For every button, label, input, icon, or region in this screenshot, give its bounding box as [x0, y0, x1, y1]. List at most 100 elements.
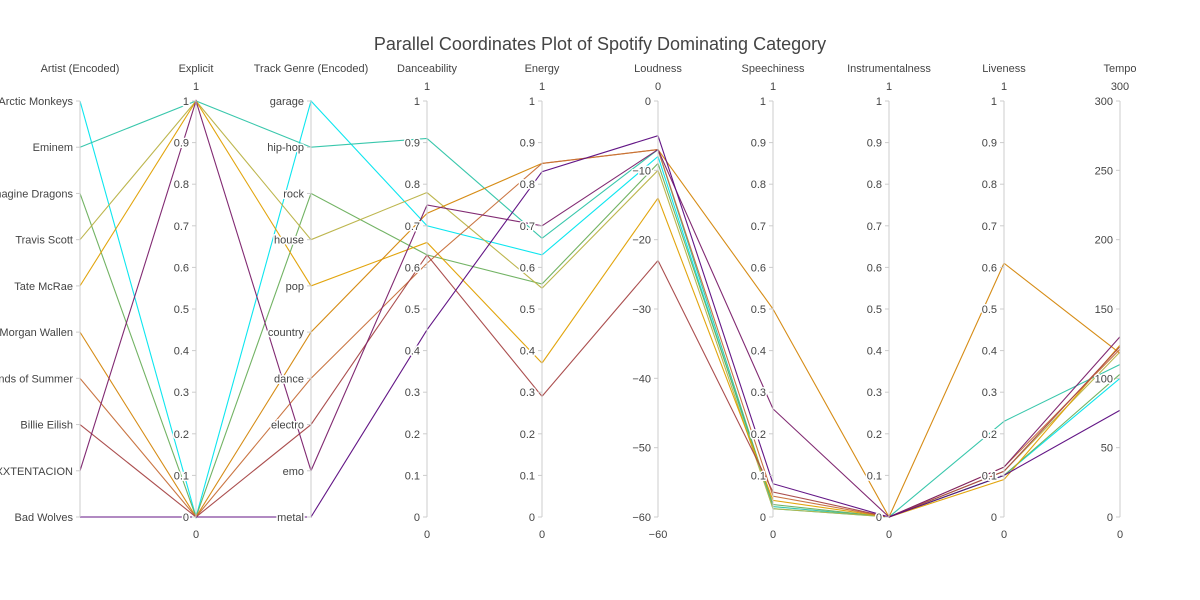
series-line-4: [79, 99, 1121, 518]
tick-label-artist: Morgan Wallen: [0, 327, 73, 339]
axis-min-label-tempo: 0: [1117, 529, 1123, 541]
tick-label-liveness: 1: [991, 96, 997, 108]
tick-label-explicit: 0.6: [174, 262, 189, 274]
axis-energy: Energy 0 0.1 0.2 0.3 0.4 0.5 0.6 0.7 0.8 0.9 11 0: [518, 63, 560, 541]
tick-label-speechiness: 0.3: [751, 387, 766, 399]
tick-label-explicit: 0.7: [174, 221, 189, 233]
series-line-2: [79, 162, 1121, 519]
tick-label-speechiness: 0.9: [751, 138, 766, 150]
tick-label-explicit: 0.5: [174, 304, 189, 316]
tick-label-genre: pop: [286, 281, 304, 293]
tick-label-tempo: 300: [1095, 96, 1113, 108]
tick-label-speechiness: 0.5: [751, 304, 766, 316]
tick-label-artist: Billie Eilish: [20, 420, 73, 432]
axis-instrumentalness: Instrumentalness 0 0.1 0.2 0.3 0.4 0.5 0.6 0.7 0.…: [847, 63, 931, 541]
tick-label-speechiness: 0.2: [751, 429, 766, 441]
tick-label-instrumentalness: 0.5: [867, 304, 882, 316]
axis-max-label-liveness: 1: [1001, 81, 1007, 93]
tick-label-instrumentalness: 0.8: [867, 179, 882, 191]
tick-label-liveness: 0.2: [982, 429, 997, 441]
series-line-6: [79, 148, 1121, 518]
tick-label-instrumentalness: 0.6: [867, 262, 882, 274]
axis-title-instrumentalness: Instrumentalness: [847, 63, 931, 75]
tick-label-tempo: 50: [1101, 443, 1113, 455]
axis-max-label-speechiness: 1: [770, 81, 776, 93]
axis-artist: Artist (Encoded) Bad Wolves XXXTENTACION Bi…: [0, 63, 119, 526]
tick-label-liveness: 0.3: [982, 387, 997, 399]
tick-label-liveness: 0.7: [982, 221, 997, 233]
tick-label-genre: hip-hop: [267, 142, 304, 154]
tick-label-artist: Travis Scott: [15, 235, 73, 247]
tick-label-genre: emo: [283, 466, 304, 478]
tick-label-energy: 0.9: [520, 138, 535, 150]
axis-title-speechiness: Speechiness: [742, 63, 805, 75]
tick-label-instrumentalness: 0.7: [867, 221, 882, 233]
tick-label-danceability: 0.3: [405, 387, 420, 399]
tick-label-danceability: 0.7: [405, 221, 420, 233]
tick-label-instrumentalness: 0.1: [867, 470, 882, 482]
tick-label-liveness: 0.5: [982, 304, 997, 316]
axis-min-label-danceability: 0: [424, 529, 430, 541]
axis-min-label-energy: 0: [539, 529, 545, 541]
series-lines: [79, 99, 1121, 520]
axis-title-loudness: Loudness: [634, 63, 682, 75]
axis-genre: Track Genre (Encoded) metal emo electro danc…: [254, 63, 369, 526]
tick-label-artist: Imagine Dragons: [0, 188, 73, 200]
tick-label-liveness: 0.9: [982, 138, 997, 150]
tick-label-loudness: −10: [632, 165, 651, 177]
tick-label-loudness: −40: [632, 373, 651, 385]
tick-label-speechiness: 0.1: [751, 470, 766, 482]
tick-label-genre: house: [274, 235, 304, 247]
axis-max-label-danceability: 1: [424, 81, 430, 93]
tick-label-genre: garage: [270, 96, 304, 108]
axis-explicit: Explicit 0 0.1 0.2 0.3 0.4 0.5 0.6 0.7 0.8 0.9 11 0: [172, 63, 213, 541]
tick-label-tempo: 150: [1095, 304, 1113, 316]
tick-label-speechiness: 0.4: [751, 346, 766, 358]
tick-label-explicit: 1: [183, 96, 189, 108]
tick-label-energy: 0.6: [520, 262, 535, 274]
tick-label-liveness: 0.4: [982, 346, 997, 358]
tick-label-explicit: 0.4: [174, 346, 189, 358]
tick-label-genre: electro: [271, 420, 304, 432]
tick-label-explicit: 0.3: [174, 387, 189, 399]
tick-label-energy: 0: [529, 512, 535, 524]
axis-speechiness: Speechiness 0 0.1 0.2 0.3 0.4 0.5 0.6 0.7 0.8 0.9 1…: [742, 63, 805, 541]
tick-label-liveness: 0.6: [982, 262, 997, 274]
tick-label-danceability: 0.9: [405, 138, 420, 150]
tick-label-danceability: 0.6: [405, 262, 420, 274]
tick-label-instrumentalness: 0.9: [867, 138, 882, 150]
tick-label-instrumentalness: 1: [876, 96, 882, 108]
tick-label-speechiness: 0.7: [751, 221, 766, 233]
tick-label-explicit: 0.8: [174, 179, 189, 191]
series-line-9: [80, 134, 1121, 518]
tick-label-instrumentalness: 0.4: [867, 346, 882, 358]
tick-label-artist: Bad Wolves: [15, 512, 74, 524]
axis-title-genre: Track Genre (Encoded): [254, 63, 369, 75]
tick-label-genre: country: [268, 327, 305, 339]
tick-label-artist: Eminem: [33, 142, 73, 154]
axis-max-label-energy: 1: [539, 81, 545, 93]
tick-label-loudness: −50: [632, 443, 651, 455]
tick-label-artist: Tate McRae: [14, 281, 73, 293]
axis-max-label-loudness: 0: [655, 81, 661, 93]
tick-label-loudness: 0: [645, 96, 651, 108]
tick-label-tempo: 250: [1095, 165, 1113, 177]
axis-liveness: Liveness 0 0.1 0.2 0.3 0.4 0.5 0.6 0.7 0.8 0.9 11 0: [980, 63, 1026, 541]
tick-label-energy: 0.5: [520, 304, 535, 316]
tick-label-genre: rock: [283, 188, 304, 200]
tick-label-energy: 0.1: [520, 470, 535, 482]
tick-label-loudness: −60: [632, 512, 651, 524]
axis-max-label-instrumentalness: 1: [886, 81, 892, 93]
tick-label-speechiness: 0: [760, 512, 766, 524]
axis-title-tempo: Tempo: [1103, 63, 1136, 75]
tick-label-liveness: 0.8: [982, 179, 997, 191]
axis-min-label-instrumentalness: 0: [886, 529, 892, 541]
axes: Artist (Encoded) Bad Wolves XXXTENTACION Bi…: [0, 63, 1137, 541]
tick-label-liveness: 0: [991, 512, 997, 524]
tick-label-energy: 0.3: [520, 387, 535, 399]
tick-label-tempo: 0: [1107, 512, 1113, 524]
tick-label-speechiness: 0.8: [751, 179, 766, 191]
axis-tempo: Tempo 0 50 100 150 200 250 300 300 0: [1093, 63, 1136, 541]
axis-title-energy: Energy: [525, 63, 560, 75]
